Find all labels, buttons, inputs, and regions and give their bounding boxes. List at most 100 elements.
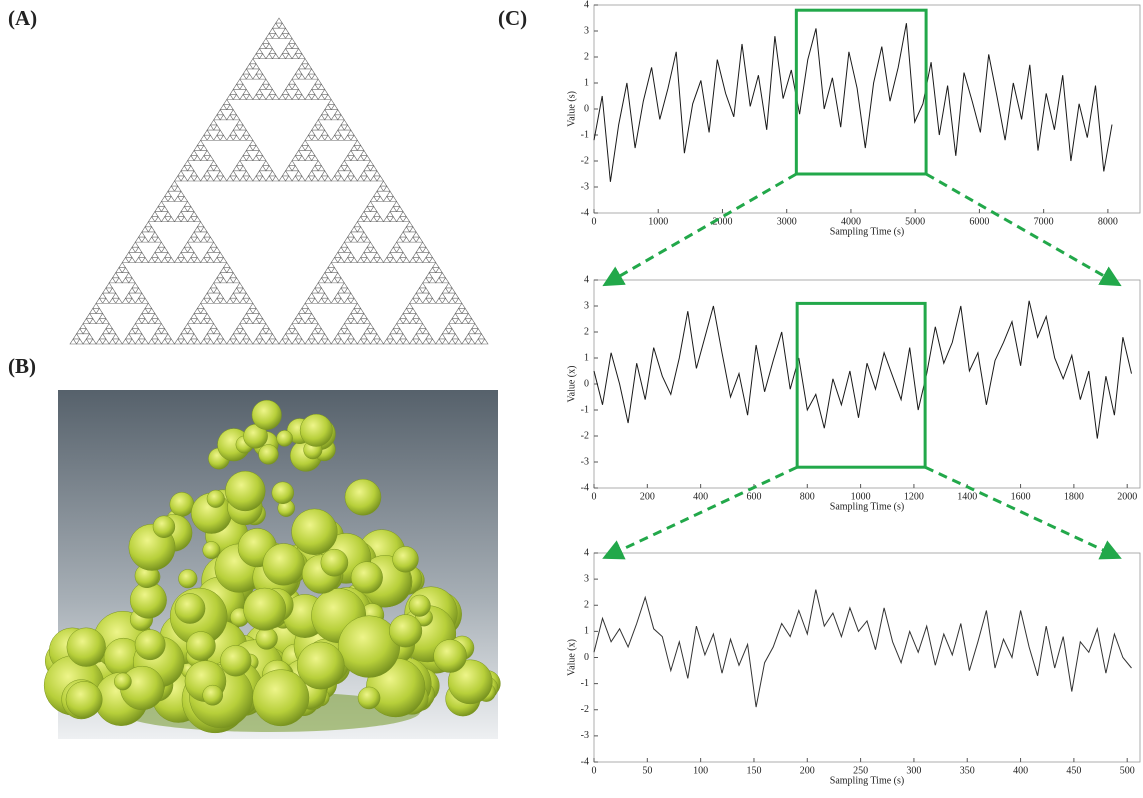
triangle [122, 298, 129, 303]
triangle [377, 186, 384, 191]
triangle [188, 329, 195, 334]
triangle [266, 54, 273, 59]
x-axis-title: Sampling Time (s) [830, 501, 904, 512]
floret [434, 639, 467, 672]
floret [220, 645, 251, 676]
triangle [397, 257, 404, 262]
triangle [207, 237, 214, 242]
triangle [406, 303, 413, 308]
triangle [165, 212, 172, 217]
triangle [321, 273, 328, 278]
y-tick-label: 1 [584, 77, 589, 88]
y-tick-label: 3 [584, 300, 589, 311]
y-tick-label: -2 [581, 704, 589, 715]
triangle [419, 242, 426, 247]
floret [300, 414, 332, 446]
triangle [201, 176, 208, 181]
triangle [390, 196, 397, 201]
triangle [452, 313, 459, 318]
triangle [243, 293, 250, 298]
triangle [439, 334, 446, 339]
triangle [357, 308, 364, 313]
triangle [237, 324, 244, 329]
triangle [253, 54, 260, 59]
y-tick-label: -4 [581, 482, 589, 493]
triangle [77, 329, 84, 334]
triangle [161, 339, 168, 344]
triangle [135, 298, 142, 303]
triangle [459, 303, 466, 308]
triangle [220, 278, 227, 283]
triangle [357, 237, 364, 242]
x-tick-label: 100 [693, 765, 708, 776]
triangle [370, 339, 377, 344]
y-tick-label: 0 [584, 103, 589, 114]
triangle [292, 94, 299, 99]
triangle [341, 283, 348, 288]
triangle [217, 110, 224, 115]
triangle [403, 237, 410, 242]
triangle [364, 319, 371, 324]
floret [263, 544, 305, 586]
y-tick-label: 2 [584, 51, 589, 62]
triangle [289, 324, 296, 329]
triangle [178, 212, 185, 217]
triangle [165, 191, 172, 196]
triangle [302, 303, 309, 308]
triangle [191, 150, 198, 155]
triangle [109, 329, 116, 334]
triangle [184, 161, 191, 166]
triangle [302, 59, 309, 64]
floret [389, 615, 422, 648]
triangle [227, 115, 234, 120]
triangle [312, 319, 319, 324]
triangle [397, 247, 404, 252]
triangle [305, 94, 312, 99]
triangle [312, 125, 319, 130]
triangle [194, 145, 201, 150]
triangle [266, 329, 273, 334]
triangle [462, 308, 469, 313]
triangle [175, 217, 182, 222]
triangle [410, 227, 417, 232]
triangle [181, 339, 188, 344]
triangle [299, 54, 306, 59]
triangle [142, 308, 149, 313]
triangle [139, 293, 146, 298]
triangle [390, 339, 397, 344]
triangle [116, 278, 123, 283]
triangle [253, 319, 260, 324]
triangle [165, 252, 172, 257]
x-tick-label: 50 [642, 765, 652, 776]
triangle [361, 313, 368, 318]
triangle [240, 125, 247, 130]
triangle [286, 339, 293, 344]
triangle [312, 298, 319, 303]
triangle [344, 166, 351, 171]
triangle [367, 324, 374, 329]
x-tick-label: 200 [800, 765, 815, 776]
triangle [191, 212, 198, 217]
x-tick-label: 450 [1066, 765, 1081, 776]
triangle [103, 298, 110, 303]
triangle [204, 313, 211, 318]
triangle [106, 324, 113, 329]
triangle [416, 298, 423, 303]
triangle [361, 150, 368, 155]
triangle [338, 115, 345, 120]
triangle [168, 196, 175, 201]
panel-label: (B) [8, 354, 36, 378]
triangle [99, 313, 106, 318]
triangle [413, 313, 420, 318]
sierpinski-triangle [70, 18, 488, 344]
triangle [348, 150, 355, 155]
triangle [335, 110, 342, 115]
triangle [279, 54, 286, 59]
triangle [201, 227, 208, 232]
floret [358, 687, 380, 709]
triangle [168, 339, 175, 344]
triangle [413, 293, 420, 298]
triangle [272, 94, 279, 99]
y-tick-label: 4 [584, 274, 589, 285]
triangle [292, 339, 299, 344]
